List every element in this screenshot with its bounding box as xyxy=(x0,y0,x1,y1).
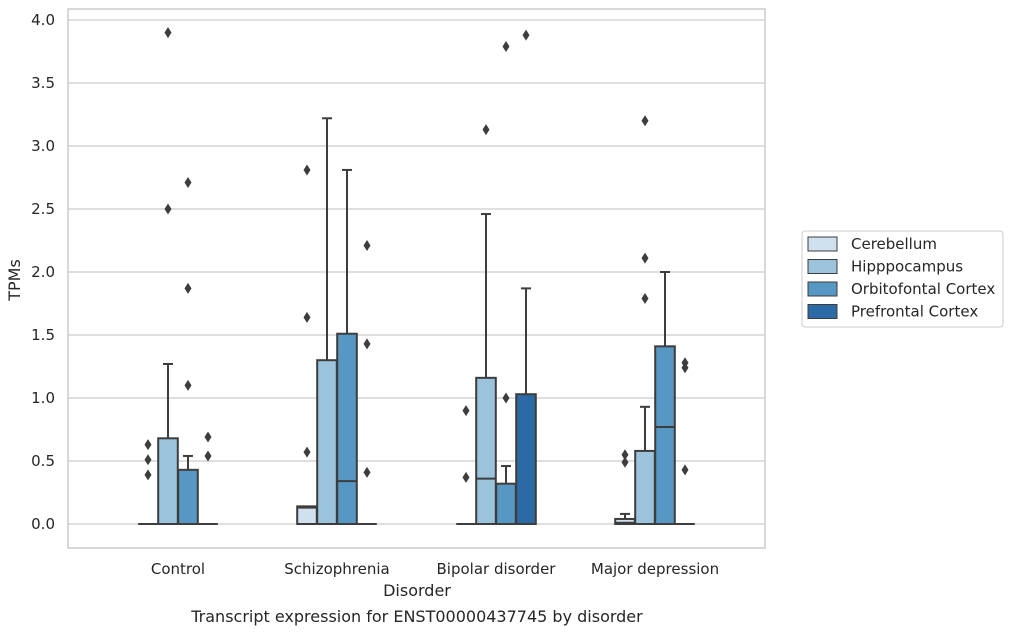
outlier-point xyxy=(681,464,689,476)
x-tick-label: Schizophrenia xyxy=(284,560,389,578)
y-tick-label: 0.5 xyxy=(31,452,55,470)
legend-swatch xyxy=(807,304,838,319)
outlier-point xyxy=(204,450,212,462)
outlier-point xyxy=(641,252,649,264)
outlier-point xyxy=(621,456,629,468)
outlier-point xyxy=(522,29,530,41)
outlier-point xyxy=(641,115,649,127)
y-tick-label: 2.5 xyxy=(31,200,55,218)
legend-swatch xyxy=(807,259,838,274)
box-0-0 xyxy=(138,439,158,525)
outlier-point xyxy=(681,362,689,374)
outlier-point xyxy=(621,449,629,461)
box-0-3 xyxy=(614,449,636,526)
box-2-1 xyxy=(336,168,358,525)
legend-swatch xyxy=(807,281,838,297)
box-body xyxy=(654,345,676,525)
outlier-point xyxy=(502,40,510,52)
x-axis-ticks: Control Schizophrenia Bipolar disorder Majo… xyxy=(151,560,719,578)
y-axis-ticks: 0.0 0.5 1.0 1.5 2.0 2.5 3.0 3.5 4.0 xyxy=(31,11,55,533)
y-tick-label: 3.5 xyxy=(31,74,55,92)
y-tick-label: 1.0 xyxy=(31,389,55,407)
legend-label: Cerebellum xyxy=(851,235,937,253)
outlier-point xyxy=(184,379,192,391)
box-3-1 xyxy=(357,240,377,525)
box-1-3 xyxy=(634,115,656,526)
legend-swatch xyxy=(807,236,838,252)
box-2-0 xyxy=(177,177,199,526)
outlier-point xyxy=(641,292,649,304)
x-tick-label: Major depression xyxy=(591,560,719,578)
y-tick-label: 2.0 xyxy=(31,263,55,281)
box-body xyxy=(157,437,179,526)
box-body xyxy=(177,468,199,526)
legend-label: Hipppocampus xyxy=(851,258,963,276)
box-1-2 xyxy=(475,124,497,525)
outlier-point xyxy=(363,466,371,478)
x-axis-title: Disorder xyxy=(383,581,451,600)
legend-label: Orbitofontal Cortex xyxy=(851,280,995,298)
outlier-point xyxy=(303,311,311,323)
outlier-point xyxy=(303,164,311,176)
outlier-point xyxy=(363,338,371,350)
outlier-point xyxy=(303,446,311,458)
legend: Cerebellum Hipppocampus Orbitofontal Corte… xyxy=(801,230,1004,328)
legend-frame xyxy=(801,230,1004,328)
outlier-point xyxy=(184,282,192,294)
box-series xyxy=(138,27,695,526)
box-3-3 xyxy=(675,357,695,525)
y-axis-title: TPMs xyxy=(5,259,24,302)
x-tick-label: Control xyxy=(151,560,205,578)
box-2-3 xyxy=(654,271,676,525)
box-body xyxy=(515,393,537,525)
box-body xyxy=(475,376,497,525)
figure-caption: Transcript expression for ENST0000043774… xyxy=(190,607,643,626)
outlier-point xyxy=(502,392,510,404)
outlier-point xyxy=(462,405,470,417)
x-tick-label: Bipolar disorder xyxy=(437,560,557,578)
box-body xyxy=(336,332,358,525)
box-3-2 xyxy=(515,29,537,525)
outlier-point xyxy=(144,454,152,466)
legend-label: Prefrontal Cortex xyxy=(851,303,978,321)
box-2-2 xyxy=(495,40,517,525)
box-body xyxy=(296,505,318,525)
box-0-2 xyxy=(456,405,476,525)
outlier-point xyxy=(164,27,172,39)
outlier-point xyxy=(144,469,152,481)
outlier-point xyxy=(184,177,192,189)
y-tick-label: 1.5 xyxy=(31,326,55,344)
y-tick-label: 3.0 xyxy=(31,137,55,155)
outlier-point xyxy=(363,240,371,252)
box-3-0 xyxy=(198,431,218,525)
y-tick-label: 0.0 xyxy=(31,515,55,533)
outlier-point xyxy=(144,439,152,451)
box-body xyxy=(495,482,517,525)
box-body xyxy=(634,449,656,526)
outlier-point xyxy=(462,471,470,483)
box-body xyxy=(316,359,338,526)
outlier-point xyxy=(204,431,212,443)
outlier-point xyxy=(164,203,172,215)
outlier-point xyxy=(482,124,490,136)
y-tick-label: 4.0 xyxy=(31,11,55,29)
